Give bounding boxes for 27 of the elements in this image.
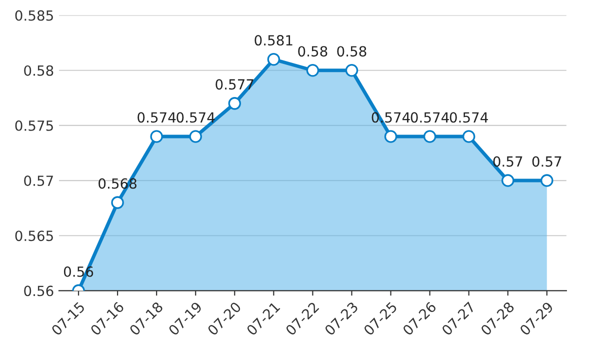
data-label: 0.57 <box>493 156 522 167</box>
data-label: 0.574 <box>176 112 215 123</box>
data-label: 0.574 <box>138 112 176 123</box>
point <box>540 174 554 187</box>
point <box>501 174 514 187</box>
y-tick-label: 0.575 <box>15 120 53 131</box>
y-tick-label: 0.585 <box>15 10 53 21</box>
data-label: 0.581 <box>254 35 292 46</box>
data-label: 0.574 <box>450 112 488 123</box>
y-tick-label: 0.565 <box>15 230 53 242</box>
data-label: 0.574 <box>410 112 449 123</box>
point <box>150 130 163 143</box>
point <box>189 130 202 143</box>
y-tick-label: 0.56 <box>24 286 54 296</box>
point <box>423 130 436 143</box>
point <box>384 130 398 143</box>
y-tick-label: 0.57 <box>24 176 53 186</box>
point <box>267 52 280 66</box>
y-tick-label: 0.58 <box>24 65 54 76</box>
point <box>306 64 320 77</box>
point <box>228 97 242 110</box>
point <box>111 196 124 209</box>
data-label: 0.58 <box>298 46 328 57</box>
point <box>345 64 358 77</box>
data-label: 0.57 <box>532 156 562 167</box>
point <box>462 130 476 143</box>
data-label: 0.58 <box>337 46 366 57</box>
